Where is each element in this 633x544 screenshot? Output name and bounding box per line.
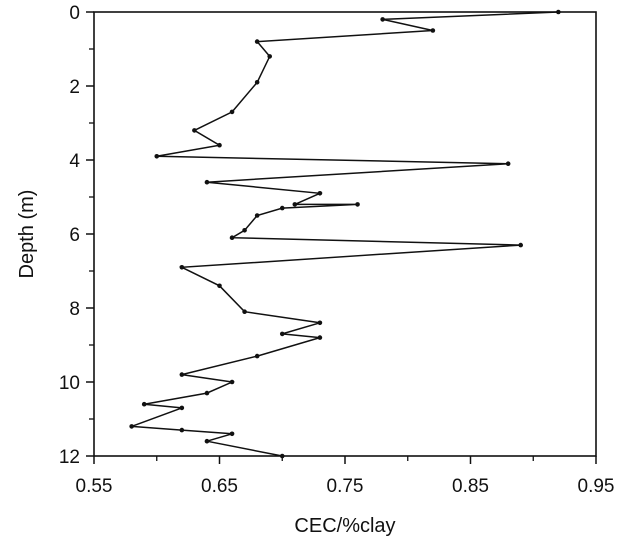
data-point: [154, 154, 160, 159]
x-tick-label: 0.95: [578, 476, 615, 497]
data-point: [254, 80, 260, 85]
data-point: [229, 431, 235, 437]
data-point: [518, 242, 523, 248]
data-point: [317, 320, 323, 326]
data-point: [267, 54, 273, 59]
data-point: [217, 142, 222, 148]
data-point: [179, 372, 185, 377]
data-point: [229, 109, 235, 115]
data-point: [279, 453, 285, 459]
y-axis-title: Depth (m): [16, 190, 38, 279]
data-point: [204, 179, 210, 185]
data-point: [129, 424, 134, 429]
series-layer: [129, 9, 561, 459]
y-tick-label: 2: [69, 77, 80, 98]
y-tick-label: 12: [59, 447, 80, 468]
data-point: [242, 309, 247, 315]
y-tick-label: 6: [69, 225, 80, 246]
data-point: [380, 17, 385, 22]
data-point: [556, 9, 561, 15]
data-point: [254, 213, 260, 218]
data-point: [317, 191, 323, 196]
data-point: [217, 283, 222, 289]
x-tick-label: 0.75: [327, 476, 364, 497]
x-tick-label: 0.85: [452, 476, 489, 497]
data-point: [179, 427, 185, 433]
y-tick-label: 4: [69, 151, 80, 172]
x-axis-title: CEC/%clay: [294, 515, 395, 537]
data-point: [179, 405, 185, 411]
data-point: [229, 235, 235, 240]
y-tick-label: 8: [69, 299, 80, 320]
series-line: [131, 11, 559, 457]
data-point: [204, 438, 210, 444]
y-tick-label: 0: [69, 3, 80, 24]
data-point: [317, 335, 323, 340]
tick-labels: 0.55 0.65 0.75 0.85 0.95 0 2 4 6 8 10 12: [59, 3, 615, 497]
x-tick-label: 0.65: [201, 476, 238, 497]
plot-frame: [93, 11, 597, 457]
data-point: [279, 205, 285, 211]
data-point: [279, 331, 285, 337]
data-point: [192, 128, 197, 133]
y-tick-label: 10: [59, 373, 80, 394]
data-point: [179, 265, 185, 270]
data-point: [242, 228, 247, 233]
data-point: [430, 28, 436, 33]
data-point: [204, 390, 210, 396]
data-point: [254, 353, 260, 359]
data-point: [229, 379, 235, 385]
data-point: [355, 202, 360, 207]
x-tick-label: 0.55: [76, 476, 113, 497]
data-point: [141, 401, 147, 407]
plot-frame-group: [93, 11, 597, 457]
data-point: [292, 202, 298, 207]
data-point: [254, 39, 260, 44]
data-point: [505, 161, 511, 166]
axis-ticks: [86, 11, 597, 464]
